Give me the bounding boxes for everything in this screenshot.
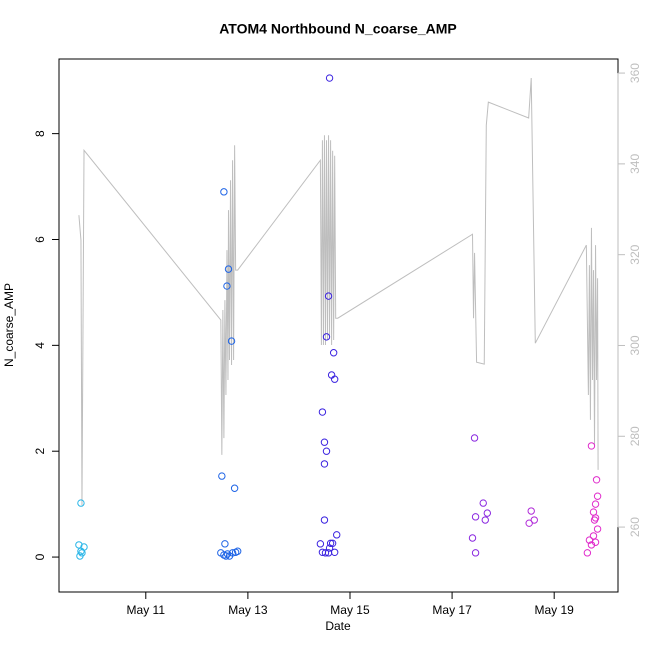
point [470,434,479,442]
point [318,408,327,416]
point [583,549,592,557]
point [230,484,239,492]
x-tick-label: May 13 [228,603,268,617]
y2-tick-label: 340 [628,154,642,174]
point [483,509,492,517]
x-axis-label: Date [325,619,351,633]
point [77,547,85,555]
point [592,476,601,484]
chart-title: ATOM4 Northbound N_coarse_AMP [219,21,457,37]
point [326,539,335,548]
point [587,442,596,450]
x-tick-label: May 15 [330,603,370,617]
point [325,74,334,82]
point [75,541,83,549]
y2-tick-label: 320 [628,244,642,264]
point [593,492,602,500]
point [76,552,84,560]
y-tick-label: 4 [33,342,47,349]
line [78,78,599,506]
point [471,513,480,521]
y2-tick-label: 260 [628,517,642,537]
point [77,499,85,507]
point [481,516,489,524]
point [590,516,599,524]
point [227,337,236,345]
point [330,375,339,383]
y2-tick-label: 300 [628,335,642,355]
point [320,438,329,446]
point [591,500,600,508]
point [527,507,535,515]
point [233,547,242,555]
y-tick-label: 8 [33,130,47,137]
point [320,460,329,468]
y2-tick-label: 360 [628,63,642,83]
point [224,265,233,273]
point [589,532,598,540]
point [333,531,341,539]
point [320,516,329,524]
y-tick-label: 6 [33,236,47,243]
point [324,292,333,300]
x-tick-label: May 19 [535,603,575,617]
y-axis-label: N_coarse_AMP [2,283,16,367]
point [321,549,330,557]
point [223,282,231,290]
point [322,447,331,455]
x-tick-label: May 17 [432,603,472,617]
point [316,540,325,548]
point [329,349,338,357]
y-tick-label: 0 [33,553,47,560]
point [525,519,533,527]
point [471,549,480,557]
point [325,544,334,552]
point [479,499,487,507]
point [220,188,228,196]
point [468,534,477,542]
point [593,525,602,533]
y2-tick-label: 280 [628,426,642,446]
point [222,552,230,560]
x-tick-label: May 11 [127,603,166,617]
point [223,550,232,558]
point [228,549,237,557]
point [218,472,226,480]
point [322,333,331,341]
y-tick-label: 2 [33,448,47,455]
point [530,516,538,524]
point [587,541,596,549]
point [221,540,229,548]
point [330,548,339,557]
